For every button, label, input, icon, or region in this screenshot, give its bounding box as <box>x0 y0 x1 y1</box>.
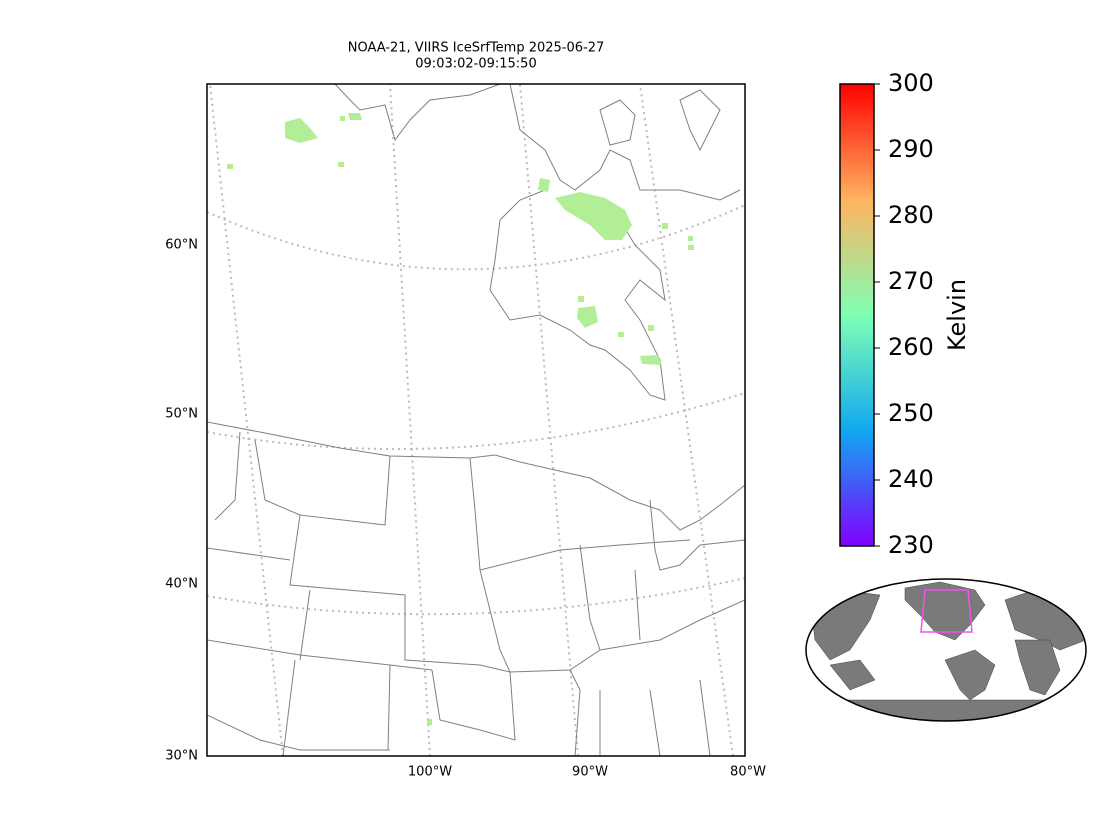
lon-label: 80°W <box>730 765 766 780</box>
lat-label: 40°N <box>165 577 198 592</box>
colorbar-tick-label: 250 <box>888 399 934 427</box>
lon-label: 100°W <box>408 765 452 780</box>
colorbar-tick-label: 230 <box>888 531 934 559</box>
map <box>207 84 745 756</box>
title-line: NOAA-21, VIIRS IceSrfTemp 2025-06-27 <box>348 41 605 56</box>
title-line: 09:03:02-09:15:50 <box>415 57 536 72</box>
colorbar-tick-label: 280 <box>888 201 934 229</box>
colorbar-tick-label: 270 <box>888 267 934 295</box>
lon-label: 90°W <box>572 765 608 780</box>
map-frame <box>206 83 746 757</box>
colorbar-tick-label: 300 <box>888 69 934 97</box>
colorbar-label: Kelvin <box>943 279 971 351</box>
colorbar-tick-label: 260 <box>888 333 934 361</box>
colorbar-tick-label: 240 <box>888 465 934 493</box>
lat-label: 50°N <box>165 407 198 422</box>
colorbar-ticks: 230 240 250 260 270 280 290 300 <box>874 69 934 559</box>
lat-label: 30°N <box>165 749 198 764</box>
lat-label: 60°N <box>165 238 198 253</box>
inset-globe <box>805 578 1087 722</box>
colorbar-tick-label: 290 <box>888 135 934 163</box>
colorbar <box>839 83 875 547</box>
